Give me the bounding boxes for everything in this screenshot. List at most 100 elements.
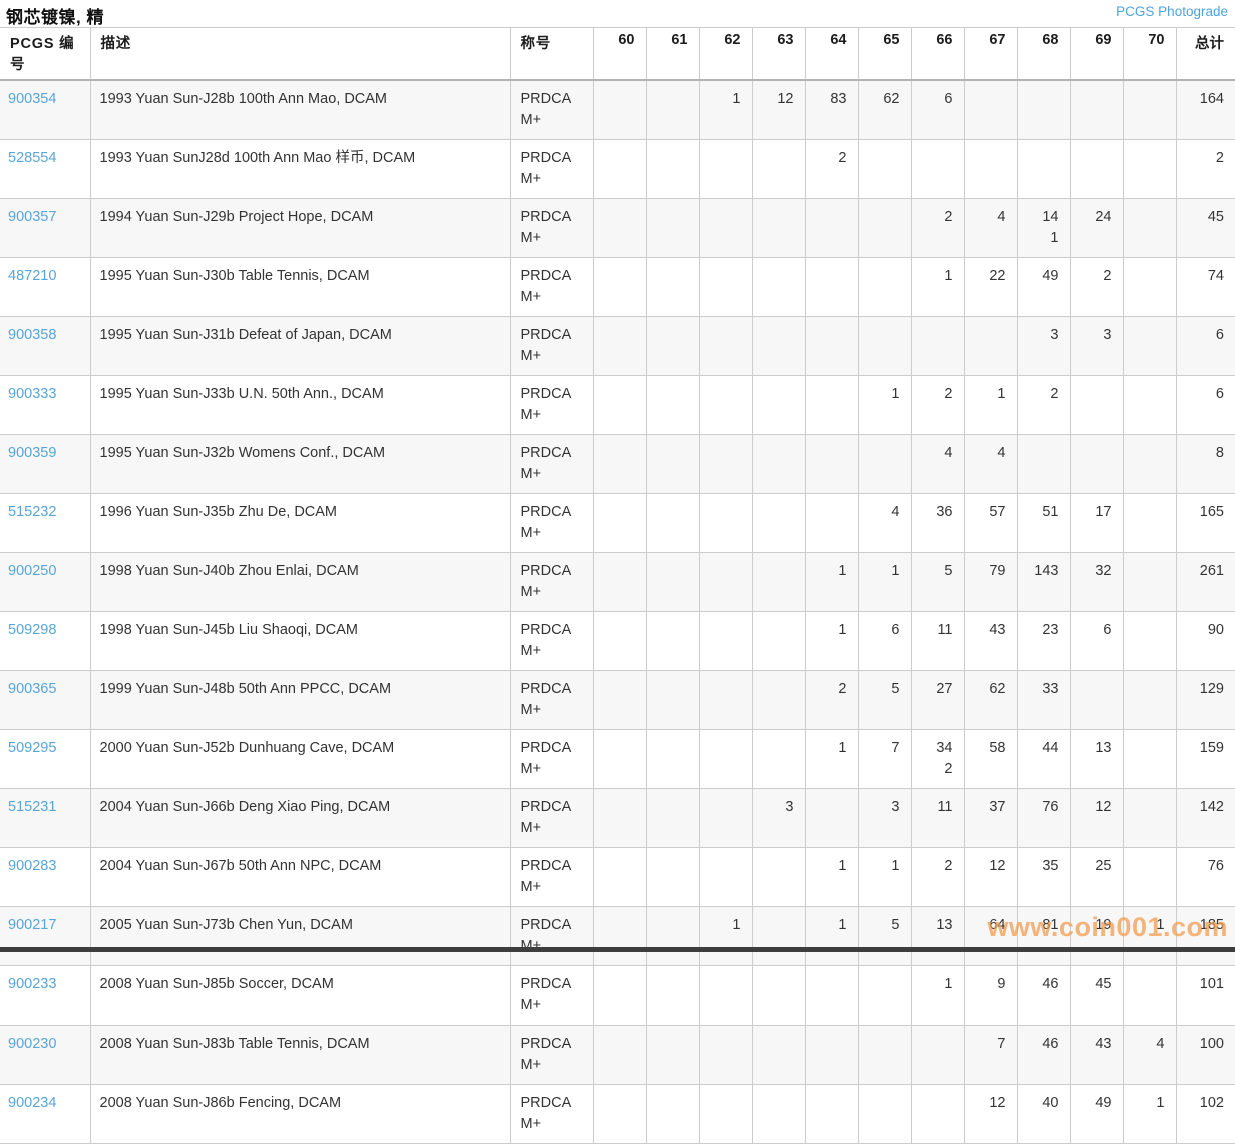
total-count: 45 [1175, 198, 1235, 259]
designation-cell: PRDCAM+ [509, 316, 594, 377]
grade-63-count [751, 257, 806, 318]
column-header-grade-62: 62 [698, 27, 753, 81]
table-row: 900217 2005 Yuan Sun-J73b Chen Yun, DCAM P… [0, 906, 1235, 967]
grade-60-count [592, 434, 647, 495]
grade-67-count: 57 [963, 493, 1018, 554]
grade-66-count: 5 [910, 552, 965, 613]
grade-69-count: 13 [1069, 729, 1124, 790]
grade-63-count [751, 375, 806, 436]
grade-61-count [645, 611, 700, 672]
grade-67-count: 7 [963, 1024, 1018, 1085]
grade-62-count [698, 1024, 753, 1085]
grade-69-count: 6 [1069, 611, 1124, 672]
pcgs-number-link[interactable]: 900283 [8, 858, 57, 875]
pcgs-number-link[interactable]: 900359 [8, 445, 57, 462]
grade-66-count: 2 [910, 375, 965, 436]
grade-65-count: 5 [857, 670, 912, 731]
grade-66-count: 1 [910, 257, 965, 318]
grade-66-count: 27 [910, 670, 965, 731]
grade-66-count: 13 [910, 906, 965, 967]
grade-63-count [751, 493, 806, 554]
pcgs-number-link[interactable]: 487210 [8, 268, 57, 285]
grade-68-count: 81 [1016, 906, 1071, 967]
column-header-pcgs: PCGS 编号 [0, 27, 91, 81]
total-count: 129 [1175, 670, 1235, 731]
grade-65-count [857, 1024, 912, 1085]
designation-cell: PRDCAM+ [509, 1024, 594, 1085]
coin-description: 1996 Yuan Sun-J35b Zhu De, DCAM [89, 493, 511, 554]
pcgs-number-link[interactable]: 900217 [8, 917, 57, 934]
table-row: 900250 1998 Yuan Sun-J40b Zhou Enlai, DCA… [0, 552, 1235, 613]
designation-cell: PRDCAM+ [509, 375, 594, 436]
coin-description: 1995 Yuan Sun-J31b Defeat of Japan, DCAM [89, 316, 511, 377]
table-row: 900283 2004 Yuan Sun-J67b 50th Ann NPC, D… [0, 847, 1235, 908]
designation-cell: PRDCAM+ [509, 965, 594, 1026]
total-count: 8 [1175, 434, 1235, 495]
grade-70-count [1122, 847, 1177, 908]
total-count: 142 [1175, 788, 1235, 849]
grade-65-count [857, 316, 912, 377]
coin-description: 2008 Yuan Sun-J86b Fencing, DCAM [89, 1083, 511, 1144]
grade-70-count [1122, 434, 1177, 495]
pcgs-number-link[interactable]: 900250 [8, 563, 57, 580]
grade-61-count [645, 906, 700, 967]
column-header-grade-64: 64 [804, 27, 859, 81]
grade-70-count [1122, 79, 1177, 141]
grade-68-count: 3 [1016, 316, 1071, 377]
pcgs-number-link[interactable]: 515232 [8, 504, 57, 521]
pcgs-number-link[interactable]: 509295 [8, 740, 57, 757]
grade-62-count: 1 [698, 906, 753, 967]
table-row: 900357 1994 Yuan Sun-J29b Project Hope, D… [0, 198, 1235, 259]
grade-65-count: 1 [857, 847, 912, 908]
grade-62-count [698, 434, 753, 495]
pcgs-cell: 900333 [0, 375, 91, 436]
pcgs-number-link[interactable]: 515231 [8, 799, 57, 816]
pcgs-number-link[interactable]: 509298 [8, 622, 57, 639]
grade-66-count: 1 [910, 965, 965, 1026]
grade-64-count: 2 [804, 139, 859, 200]
grade-63-count [751, 316, 806, 377]
grade-68-count [1016, 79, 1071, 141]
grade-69-count [1069, 139, 1124, 200]
coin-description: 1998 Yuan Sun-J40b Zhou Enlai, DCAM [89, 552, 511, 613]
grade-68-count: 76 [1016, 788, 1071, 849]
page-title: 钢芯镀镍, 精 [6, 8, 104, 27]
pcgs-number-link[interactable]: 900234 [8, 1094, 57, 1111]
column-header-grade-65: 65 [857, 27, 912, 81]
grade-61-count [645, 375, 700, 436]
pcgs-number-link[interactable]: 528554 [8, 150, 57, 167]
grade-61-count [645, 1083, 700, 1144]
coin-description: 1998 Yuan Sun-J45b Liu Shaoqi, DCAM [89, 611, 511, 672]
coin-description: 1999 Yuan Sun-J48b 50th Ann PPCC, DCAM [89, 670, 511, 731]
grade-62-count [698, 375, 753, 436]
pcgs-number-link[interactable]: 900358 [8, 327, 57, 344]
grade-69-count: 3 [1069, 316, 1124, 377]
grade-60-count [592, 552, 647, 613]
designation-cell: PRDCAM+ [509, 79, 594, 141]
coin-description: 1993 Yuan SunJ28d 100th Ann Mao 样币, DCAM [89, 139, 511, 200]
pcgs-number-link[interactable]: 900354 [8, 91, 57, 107]
total-count: 102 [1175, 1083, 1235, 1144]
photograde-link[interactable]: PCGS Photograde [1116, 4, 1228, 19]
pcgs-number-link[interactable]: 900333 [8, 386, 57, 403]
table-row: 487210 1995 Yuan Sun-J30b Table Tennis, D… [0, 257, 1235, 318]
grade-66-count [910, 139, 965, 200]
grade-69-count: 32 [1069, 552, 1124, 613]
grade-64-count: 1 [804, 729, 859, 790]
pcgs-cell: 515231 [0, 788, 91, 849]
grade-68-count [1016, 139, 1071, 200]
designation-cell: PRDCAM+ [509, 493, 594, 554]
pcgs-number-link[interactable]: 900230 [8, 1035, 57, 1052]
grade-65-count: 4 [857, 493, 912, 554]
grade-70-count: 4 [1122, 1024, 1177, 1085]
grade-61-count [645, 316, 700, 377]
pcgs-number-link[interactable]: 900233 [8, 976, 57, 993]
grade-70-count [1122, 552, 1177, 613]
pcgs-number-link[interactable]: 900365 [8, 681, 57, 698]
total-count: 6 [1175, 316, 1235, 377]
grade-70-count [1122, 139, 1177, 200]
pcgs-number-link[interactable]: 900357 [8, 209, 57, 226]
pcgs-cell: 900250 [0, 552, 91, 613]
grade-70-count [1122, 375, 1177, 436]
grade-60-count [592, 257, 647, 318]
